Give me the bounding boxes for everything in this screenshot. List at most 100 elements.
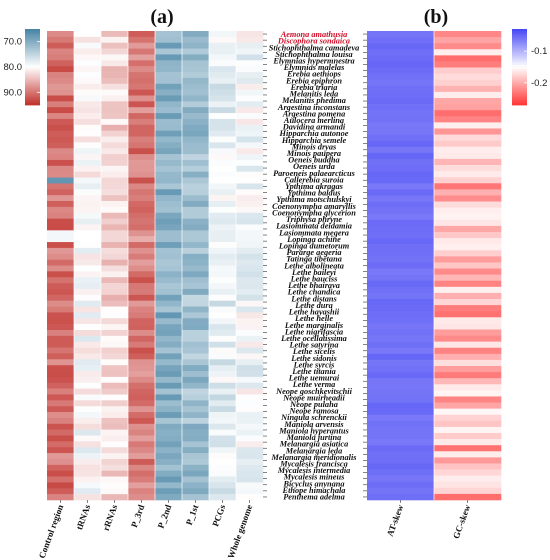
- heatmap-a-cell: [47, 458, 75, 466]
- heatmap-a-cell: [236, 388, 264, 395]
- species-label: Hipparchia semele: [281, 136, 347, 145]
- heatmap-a-cell: [47, 300, 75, 307]
- heatmap-a-cell: [236, 476, 264, 483]
- heatmap-a-cell: [128, 359, 156, 366]
- heatmap-a-cell: [155, 253, 183, 260]
- legend-swatch: [25, 29, 40, 32]
- heatmap-a-cell: [47, 417, 75, 425]
- heatmap-a-cell: [182, 476, 210, 483]
- heatmap-a-cell: [182, 388, 210, 395]
- heatmap-b-cell: [434, 414, 502, 422]
- heatmap-a-cell: [74, 177, 102, 184]
- heatmap-a-cell: [155, 458, 183, 466]
- heatmap-a-cell: [155, 218, 183, 225]
- heatmap-a-cell: [209, 130, 237, 137]
- legend-swatch: [512, 51, 527, 55]
- heatmap-b-cell: [434, 122, 502, 129]
- heatmap-a-cell: [47, 347, 75, 354]
- legend-swatch: [25, 87, 40, 91]
- heatmap-a-cell: [209, 142, 237, 149]
- heatmap-a-cell: [128, 400, 156, 407]
- heatmap-a-cell: [236, 347, 264, 354]
- heatmap-b-cell: [434, 268, 502, 275]
- species-label: Ethope himachala: [282, 486, 346, 495]
- heatmap-a-cell: [209, 447, 237, 454]
- heatmap-a-cell: [74, 31, 102, 38]
- heatmap-a-cell: [236, 195, 264, 202]
- legend-tick-label: 70.0: [4, 37, 23, 48]
- heatmap-b-cell: [367, 390, 435, 397]
- heatmap-b-cell: [367, 91, 435, 99]
- heatmap-a-cell: [128, 283, 156, 290]
- heatmap-b-cell: [434, 323, 502, 330]
- heatmap-a-cell: [209, 195, 237, 202]
- heatmap-a-cell: [74, 412, 102, 419]
- heatmap-a-cell: [155, 371, 183, 378]
- legend-swatch: [25, 38, 40, 41]
- heatmap-a-cell: [182, 458, 210, 466]
- legend-swatch: [512, 68, 527, 72]
- heatmap-b-cell: [367, 73, 435, 81]
- heatmap-a-cell: [236, 159, 264, 167]
- heatmap-b-cell: [367, 347, 435, 355]
- heatmap-a-cell: [101, 31, 129, 38]
- heatmap-a-cell: [101, 382, 129, 389]
- heatmap-b-cell: [434, 274, 502, 282]
- heatmap-b-cell: [367, 49, 435, 56]
- heatmap-a-cell: [128, 201, 156, 208]
- heatmap-b-cell: [367, 445, 435, 452]
- heatmap-a-cell: [101, 136, 129, 143]
- heatmap-a-cell: [47, 382, 75, 389]
- heatmap-b-cell: [367, 414, 435, 422]
- legend-swatch: [25, 95, 40, 98]
- heatmap-a-cell: [209, 136, 237, 143]
- heatmap-a-cell: [155, 388, 183, 395]
- heatmap-b-cell: [367, 213, 435, 221]
- heatmap-a-cell: [74, 365, 102, 372]
- heatmap-a-cell: [128, 294, 156, 301]
- heatmap-a-cell: [128, 435, 156, 442]
- species-label: Tatinga tibetana: [286, 255, 342, 264]
- legend-swatch: [25, 61, 40, 64]
- legend-swatch: [25, 68, 40, 72]
- heatmap-b-cell: [367, 98, 435, 105]
- heatmap-b-cell: [434, 55, 502, 62]
- heatmap-b-cell: [367, 292, 435, 300]
- heatmap-a-cell: [128, 324, 156, 331]
- heatmap-a-cell: [74, 453, 102, 460]
- heatmap-a-cell: [209, 441, 237, 448]
- heatmap-a-cell: [209, 83, 237, 90]
- heatmap-a-cell: [155, 236, 183, 243]
- heatmap-a-cell: [236, 206, 264, 214]
- heatmap-b-cell: [434, 98, 502, 105]
- heatmap-a-cell: [236, 101, 264, 108]
- heatmap-a-cell: [74, 136, 102, 143]
- heatmap-a-cell: [47, 230, 75, 237]
- heatmap-a-cell: [128, 195, 156, 202]
- heatmap-b-cell: [367, 469, 435, 476]
- heatmap-a-cell: [182, 113, 210, 120]
- heatmap-a-cell: [74, 142, 102, 149]
- heatmap-a-cell: [182, 435, 210, 442]
- legend-swatch: [25, 78, 40, 81]
- species-label: Ypthima baldus: [287, 189, 340, 198]
- heatmap-a-cell: [74, 335, 102, 343]
- heatmap-a-cell: [101, 159, 129, 167]
- species-label: Neope muirheadii: [282, 393, 345, 402]
- legend-swatch: [512, 76, 527, 79]
- heatmap-a-cell: [155, 271, 183, 278]
- heatmap-a-cell: [182, 470, 210, 477]
- heatmap-a-cell: [101, 130, 129, 137]
- species-label: Aemona amathusia: [280, 30, 348, 39]
- species-label: Lethe helle: [294, 314, 333, 323]
- heatmap-a-cell: [209, 95, 237, 102]
- heatmap-a-cell: [209, 154, 237, 161]
- legend-swatch: [512, 95, 527, 98]
- heatmap-b-cell: [367, 286, 435, 294]
- heatmap-b-cell: [434, 73, 502, 81]
- heatmap-b-cell: [434, 305, 502, 312]
- heatmap-a-cell: [182, 382, 210, 389]
- heatmap-a-cell: [155, 124, 183, 131]
- heatmap-a-cell: [101, 189, 129, 196]
